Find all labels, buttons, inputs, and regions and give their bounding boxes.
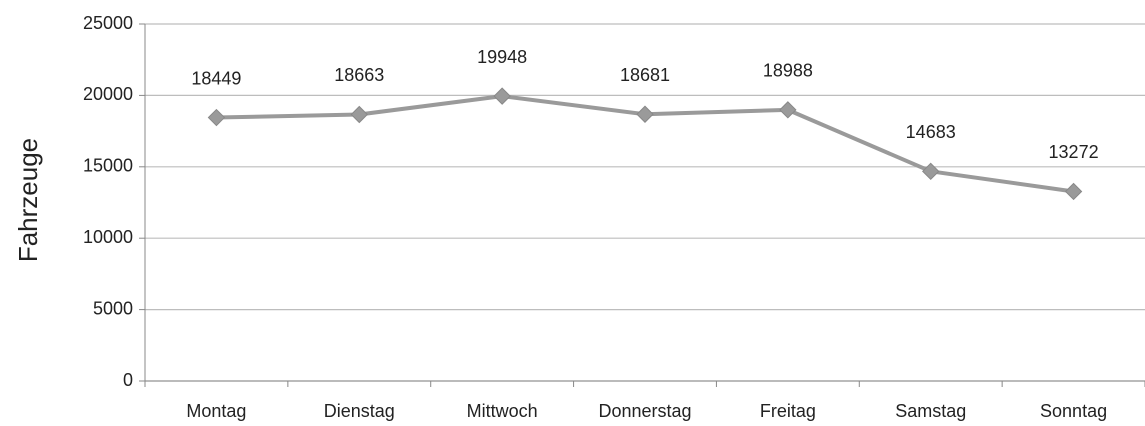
data-label: 13272	[1049, 142, 1099, 162]
data-label: 18988	[763, 61, 813, 81]
data-marker	[207, 108, 226, 127]
x-tick-label: Montag	[186, 401, 246, 421]
data-marker	[350, 105, 368, 124]
x-tick-label: Mittwoch	[467, 401, 538, 421]
x-tick-label: Sonntag	[1040, 401, 1107, 421]
y-tick-label: 20000	[83, 84, 133, 104]
data-marker	[1064, 182, 1083, 201]
data-label: 14683	[906, 122, 956, 142]
data-label: 18663	[334, 65, 384, 85]
x-tick-label: Donnerstag	[598, 401, 691, 421]
y-axis-label: Fahrzeuge	[13, 138, 43, 262]
data-label: 18449	[191, 68, 241, 88]
y-tick-label: 5000	[93, 298, 133, 318]
data-marker	[636, 105, 654, 123]
y-tick-label: 25000	[83, 13, 133, 33]
x-tick-label: Freitag	[760, 401, 816, 421]
x-tick-label: Samstag	[895, 401, 966, 421]
data-label: 19948	[477, 47, 527, 67]
data-marker	[779, 101, 797, 119]
data-marker	[922, 162, 940, 181]
y-tick-label: 15000	[83, 156, 133, 176]
x-tick-label: Dienstag	[324, 401, 395, 421]
data-label: 18681	[620, 65, 670, 85]
y-tick-label: 10000	[83, 227, 133, 247]
data-marker	[493, 87, 511, 105]
y-tick-label: 0	[123, 370, 133, 390]
